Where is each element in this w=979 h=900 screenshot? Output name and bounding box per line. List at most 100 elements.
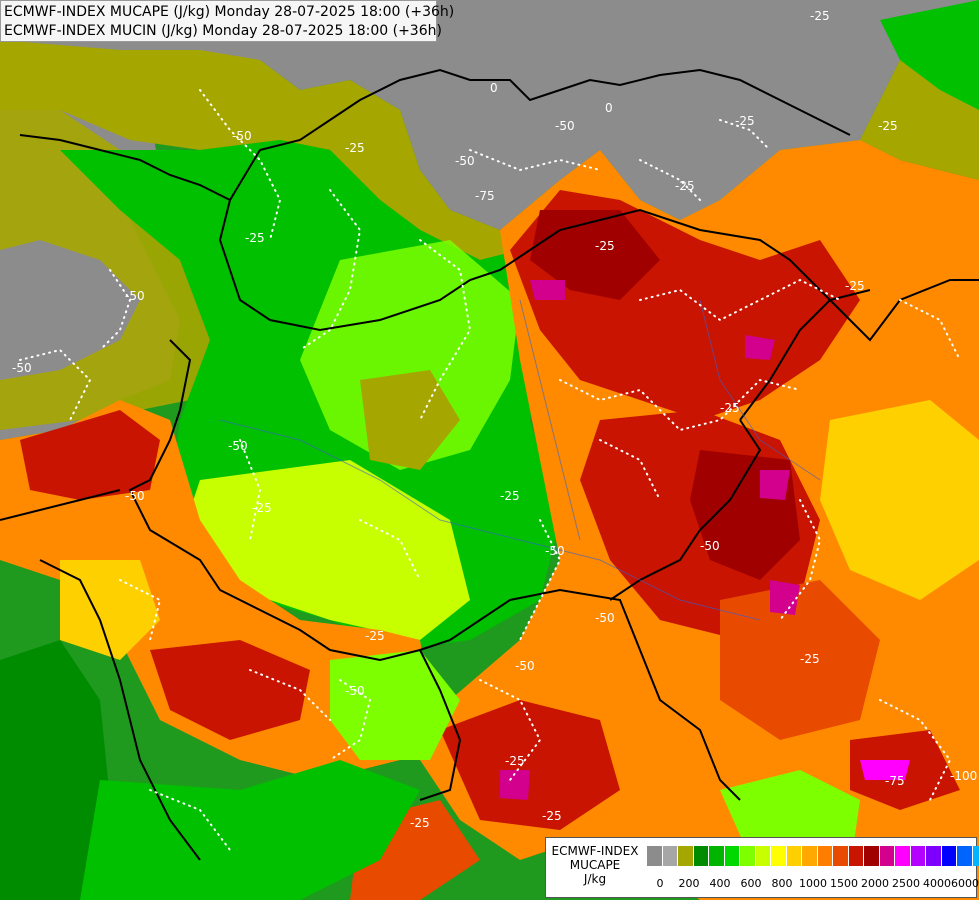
contour-label: -50 bbox=[345, 684, 365, 698]
legend-swatch bbox=[895, 846, 911, 866]
magenta-core-4 bbox=[770, 580, 800, 615]
legend-swatch bbox=[879, 846, 895, 866]
contour-label: -50 bbox=[545, 544, 565, 558]
contour-label: -25 bbox=[410, 816, 430, 830]
legend-swatch bbox=[678, 846, 694, 866]
title-line-mucape: ECMWF-INDEX MUCAPE (J/kg) Monday 28-07-2… bbox=[4, 4, 455, 20]
contour-labels: -50 -25 -50 -25 -50 -25 -50 -25 -50 -25 … bbox=[12, 9, 977, 830]
legend-tick-label: 4000 bbox=[923, 877, 951, 890]
legend-ticks: 0 200 400 600 800 1000 1500 2000 2500 4000 6000 bbox=[647, 877, 979, 891]
darkred-core-north bbox=[530, 210, 660, 300]
legend-tick-label: 400 bbox=[709, 877, 731, 890]
legend-swatch bbox=[957, 846, 973, 866]
legend-tick-label: 6000 bbox=[951, 877, 979, 890]
legend-swatch bbox=[724, 846, 740, 866]
color-legend: ECMWF-INDEX MUCAPE J/kg 0 200 400 600 800 100… bbox=[545, 837, 979, 898]
legend-unit: J/kg bbox=[583, 872, 607, 886]
contour-label: -25 bbox=[505, 754, 525, 768]
legend-swatch bbox=[662, 846, 678, 866]
legend-swatch bbox=[941, 846, 957, 866]
magenta-core-2 bbox=[745, 335, 775, 360]
olive-strip-north bbox=[0, 40, 520, 260]
yellow-band-southwest bbox=[180, 460, 470, 640]
legend-swatch bbox=[972, 846, 979, 866]
mucin-contours bbox=[19, 89, 961, 851]
legend-tick-label: 600 bbox=[740, 877, 762, 890]
contour-label: -25 bbox=[675, 179, 695, 193]
legend-swatch bbox=[647, 846, 663, 866]
legend-swatch bbox=[755, 846, 771, 866]
legend-swatch bbox=[693, 846, 709, 866]
legend-swatch bbox=[771, 846, 787, 866]
contour-label: -50 bbox=[700, 539, 720, 553]
legend-model: ECMWF-INDEX bbox=[551, 844, 639, 858]
legend-tick-label: 1500 bbox=[830, 877, 858, 890]
green-region-southwest bbox=[0, 640, 110, 900]
legend-swatch bbox=[786, 846, 802, 866]
contour-label: -25 bbox=[595, 239, 615, 253]
magenta-core-7 bbox=[500, 770, 530, 800]
contour-label: -25 bbox=[245, 231, 265, 245]
contour-label: -50 bbox=[125, 489, 145, 503]
map-title-box: ECMWF-INDEX MUCAPE (J/kg) Monday 28-07-2… bbox=[0, 0, 455, 42]
legend-swatches bbox=[647, 846, 979, 866]
legend-swatch bbox=[926, 846, 942, 866]
contour-label: -25 bbox=[345, 141, 365, 155]
contour-label: -50 bbox=[12, 361, 32, 375]
legend-variable: MUCAPE bbox=[569, 858, 621, 872]
legend-tick-label: 200 bbox=[678, 877, 700, 890]
magenta-core-3 bbox=[760, 470, 790, 500]
legend-tick-label: 800 bbox=[771, 877, 793, 890]
contour-label: -75 bbox=[885, 774, 905, 788]
green-region-south bbox=[80, 760, 420, 900]
legend-tick-label: 0 bbox=[656, 877, 664, 890]
magenta-core-1 bbox=[530, 280, 565, 300]
legend-swatch bbox=[864, 846, 880, 866]
contour-label: 0 bbox=[605, 101, 613, 115]
legend-swatch bbox=[709, 846, 725, 866]
legend-swatch bbox=[848, 846, 864, 866]
contour-label: -50 bbox=[232, 129, 252, 143]
contour-label: -50 bbox=[595, 611, 615, 625]
magenta-core-6 bbox=[860, 760, 910, 780]
contour-label: 0 bbox=[490, 81, 498, 95]
country-borders bbox=[0, 68, 979, 861]
green-edge-east bbox=[880, 0, 979, 110]
contour-label: -25 bbox=[845, 279, 865, 293]
legend-tick-label: 1000 bbox=[799, 877, 827, 890]
legend-swatch bbox=[802, 846, 818, 866]
legend-swatch bbox=[833, 846, 849, 866]
legend-tick-label: 2000 bbox=[861, 877, 889, 890]
contour-label: -25 bbox=[810, 9, 830, 23]
contour-label: -50 bbox=[455, 154, 475, 168]
contour-label: -25 bbox=[542, 809, 562, 823]
yellow-patch-east bbox=[820, 400, 979, 600]
rivers bbox=[219, 299, 821, 621]
legend-swatch bbox=[740, 846, 756, 866]
olive-patch-center bbox=[360, 370, 460, 470]
contour-label: -25 bbox=[735, 114, 755, 128]
contour-label: -25 bbox=[365, 629, 385, 643]
contour-label: -25 bbox=[252, 501, 272, 515]
contour-label: -25 bbox=[500, 489, 520, 503]
contour-label: -50 bbox=[125, 289, 145, 303]
contour-label: -50 bbox=[515, 659, 535, 673]
title-line-mucin: ECMWF-INDEX MUCIN (J/kg) Monday 28-07-20… bbox=[4, 23, 442, 39]
legend-swatch bbox=[817, 846, 833, 866]
yellow-patch-west bbox=[60, 560, 160, 660]
contour-label: -25 bbox=[720, 401, 740, 415]
olive-strip-west bbox=[0, 110, 210, 430]
green-patch-balkans bbox=[330, 650, 460, 760]
red-region-south bbox=[440, 700, 620, 830]
contour-label: -50 bbox=[555, 119, 575, 133]
contour-label: -25 bbox=[800, 652, 820, 666]
legend-tick-label: 2500 bbox=[892, 877, 920, 890]
darkred-region-west bbox=[20, 410, 160, 500]
contour-label: -50 bbox=[228, 439, 248, 453]
contour-label: -25 bbox=[878, 119, 898, 133]
legend-swatch bbox=[910, 846, 926, 866]
red-band-southwest bbox=[150, 640, 310, 740]
contour-label: -100 bbox=[950, 769, 977, 783]
legend-caption: ECMWF-INDEX MUCAPE J/kg bbox=[546, 844, 644, 886]
